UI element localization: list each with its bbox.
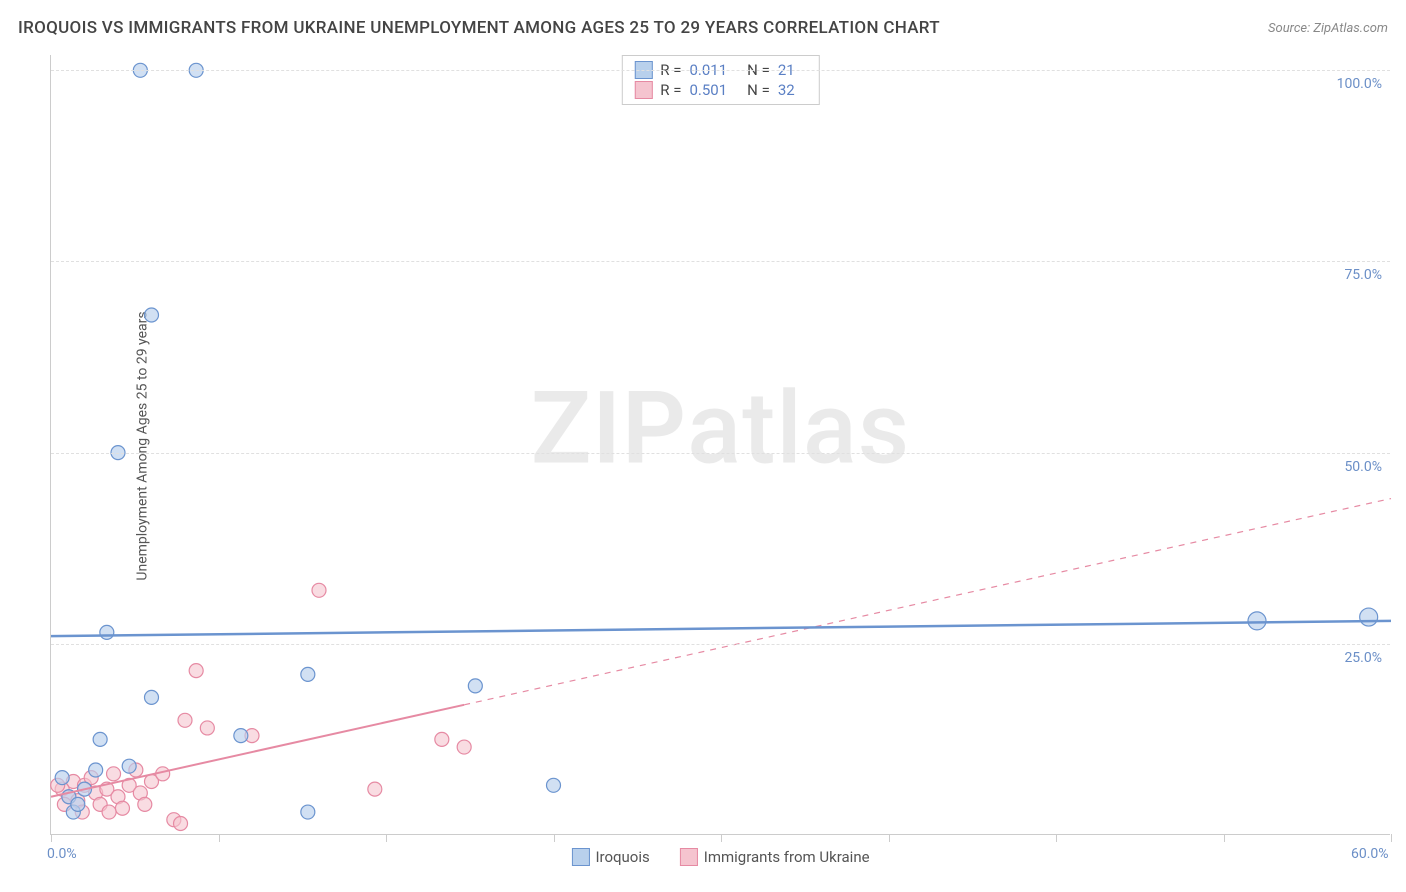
chart-title: IROQUOIS VS IMMIGRANTS FROM UKRAINE UNEM… <box>18 18 940 38</box>
ukraine-point <box>178 713 192 727</box>
ukraine-point <box>107 767 121 781</box>
iroquois-point <box>1248 612 1266 630</box>
y-tick-label: 100.0% <box>1337 76 1382 92</box>
gridline <box>51 644 1390 645</box>
y-tick-label: 25.0% <box>1344 650 1382 666</box>
ukraine-trendline <box>51 705 464 797</box>
series-legend-item-ukraine: Immigrants from Ukraine <box>680 848 870 866</box>
series-legend-label: Immigrants from Ukraine <box>704 848 870 866</box>
x-tick-label: 60.0% <box>1351 846 1389 862</box>
iroquois-point <box>71 797 85 811</box>
iroquois-point <box>145 690 159 704</box>
x-tick <box>386 834 387 842</box>
iroquois-trendline <box>51 621 1391 636</box>
legend-r-label: R = <box>660 81 681 99</box>
ukraine-point <box>102 805 116 819</box>
legend-swatch <box>680 848 698 866</box>
y-tick-label: 50.0% <box>1344 459 1382 475</box>
ukraine-point <box>457 740 471 754</box>
ukraine-point <box>174 817 188 831</box>
iroquois-point <box>301 805 315 819</box>
x-tick <box>1391 834 1392 842</box>
ukraine-trendline-dashed <box>464 499 1391 705</box>
iroquois-point <box>468 679 482 693</box>
iroquois-point <box>93 732 107 746</box>
gridline <box>51 453 1390 454</box>
x-tick <box>51 834 52 842</box>
iroquois-point <box>547 778 561 792</box>
legend-swatch <box>571 848 589 866</box>
correlation-legend: R =0.011N =21R =0.501N =32 <box>621 55 819 105</box>
y-tick-label: 75.0% <box>1344 267 1382 283</box>
ukraine-point <box>312 583 326 597</box>
iroquois-point <box>1360 608 1378 626</box>
ukraine-point <box>115 801 129 815</box>
x-tick <box>554 834 555 842</box>
iroquois-point <box>55 771 69 785</box>
source-label: Source: ZipAtlas.com <box>1268 21 1388 36</box>
x-tick-label: 0.0% <box>47 846 77 862</box>
plot-area: ZIPatlas R =0.011N =21R =0.501N =32 Iroq… <box>50 55 1390 835</box>
ukraine-point <box>435 732 449 746</box>
series-legend-item-iroquois: Iroquois <box>571 848 649 866</box>
ukraine-point <box>368 782 382 796</box>
x-tick <box>219 834 220 842</box>
iroquois-point <box>122 759 136 773</box>
header: IROQUOIS VS IMMIGRANTS FROM UKRAINE UNEM… <box>18 18 1388 38</box>
x-tick <box>1056 834 1057 842</box>
series-legend: Iroquois Immigrants from Ukraine <box>571 848 869 866</box>
ukraine-point <box>138 797 152 811</box>
gridline <box>51 261 1390 262</box>
x-tick <box>889 834 890 842</box>
iroquois-point <box>234 729 248 743</box>
chart-svg <box>51 55 1390 834</box>
legend-r-value: 0.501 <box>689 81 727 99</box>
legend-n-label: N = <box>747 81 770 99</box>
iroquois-point <box>145 308 159 322</box>
series-legend-label: Iroquois <box>595 848 649 866</box>
iroquois-point <box>301 667 315 681</box>
gridline <box>51 70 1390 71</box>
x-tick <box>721 834 722 842</box>
ukraine-point <box>189 664 203 678</box>
iroquois-point <box>89 763 103 777</box>
iroquois-point <box>100 625 114 639</box>
legend-row-ukraine: R = 0.501 N = 32 <box>634 80 806 100</box>
legend-n-value: 32 <box>778 81 795 99</box>
ukraine-point <box>200 721 214 735</box>
legend-swatch <box>634 81 652 99</box>
x-tick <box>1224 834 1225 842</box>
